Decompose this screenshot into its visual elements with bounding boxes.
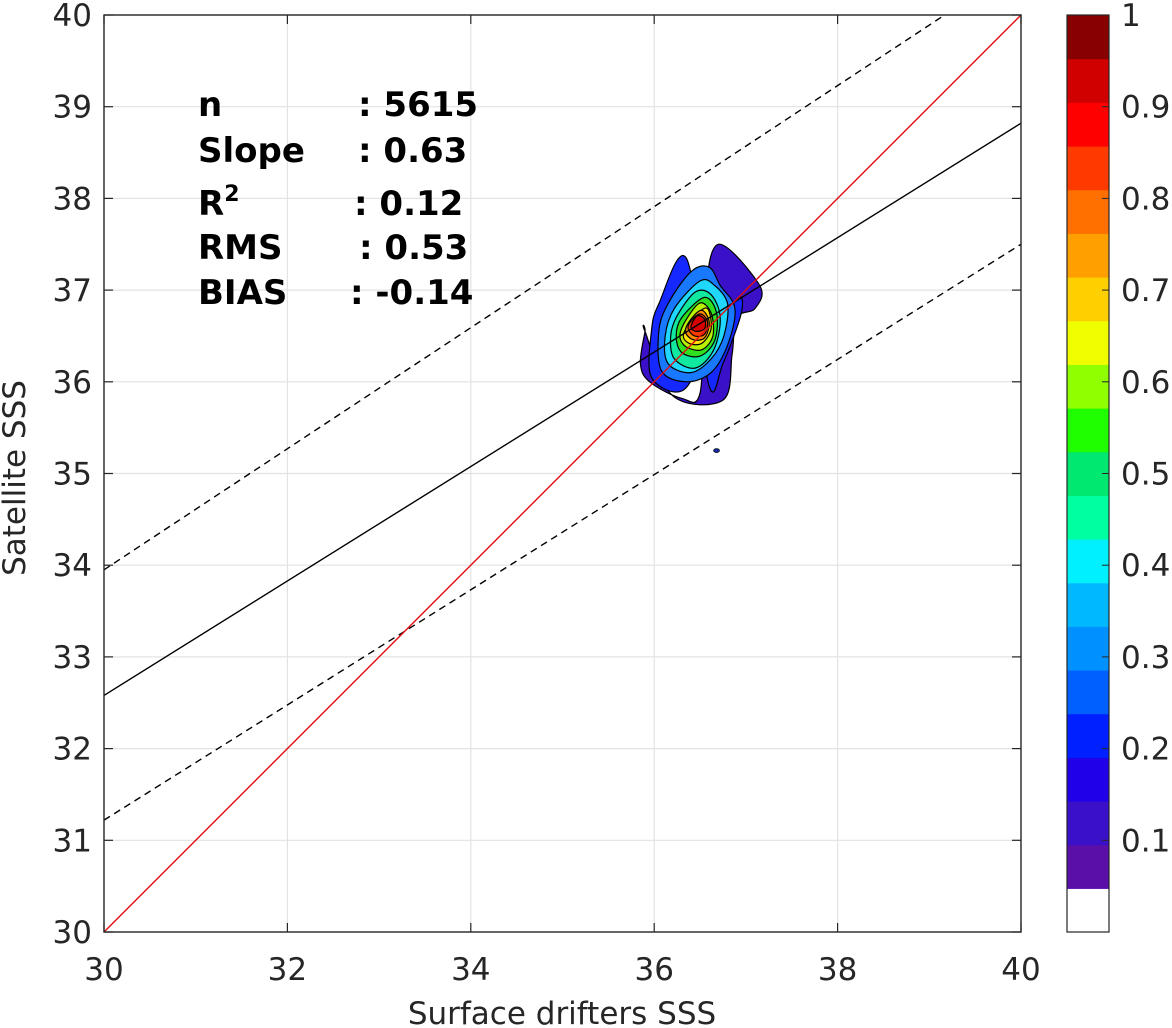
colorbar: 1 0.9 0.8 0.7 0.6 0.5 0.4 0.3 0.2 0.1 <box>1066 0 1170 933</box>
y-tick-label: 32 <box>53 732 92 768</box>
colorbar-segment <box>1067 670 1109 715</box>
y-tick-label: 36 <box>53 365 92 401</box>
colorbar-segment <box>1067 801 1109 846</box>
identity-line <box>104 15 1021 932</box>
colorbar-segment <box>1067 320 1109 365</box>
x-tick-label: 38 <box>818 952 857 988</box>
stat-value: : 0.12 <box>354 184 463 224</box>
stat-value: : 5615 <box>358 85 478 125</box>
colorbar-tick-label: 0.8 <box>1121 181 1170 217</box>
y-tick-label: 39 <box>53 90 92 126</box>
colorbar-segment <box>1067 189 1109 234</box>
stat-label: n <box>198 85 222 125</box>
colorbar-segment <box>1067 844 1109 889</box>
stat-value: : 0.53 <box>359 228 468 268</box>
y-tick-label: 40 <box>53 0 92 34</box>
grid-lines <box>103 14 1022 933</box>
colorbar-segment <box>1067 888 1109 933</box>
y-tick-label: 30 <box>53 915 92 951</box>
reference-lines <box>104 15 1021 932</box>
colorbar-tick-label: 1 <box>1121 0 1141 34</box>
x-tick-label: 40 <box>1001 952 1040 988</box>
colorbar-segment <box>1067 408 1109 453</box>
colorbar-segment <box>1067 15 1109 60</box>
colorbar-segment <box>1067 713 1109 758</box>
regression-line <box>104 122 1021 697</box>
colorbar-segment <box>1067 364 1109 409</box>
colorbar-tick-label: 0.5 <box>1121 457 1170 493</box>
y-tick-label: 35 <box>53 457 92 493</box>
x-tick-label: 30 <box>84 952 123 988</box>
x-tick-label: 32 <box>268 952 307 988</box>
stat-label: Slope <box>198 131 305 171</box>
x-axis-label: Surface drifters SSS <box>408 996 716 1028</box>
colorbar-segment <box>1067 233 1109 278</box>
colorbar-segment <box>1067 539 1109 584</box>
colorbar-segment <box>1067 58 1109 103</box>
colorbar-tick-label: 0.6 <box>1121 365 1170 401</box>
colorbar-segment <box>1067 102 1109 147</box>
colorbar-segment <box>1067 146 1109 191</box>
colorbar-tick-label: 0.7 <box>1121 273 1170 309</box>
y-tick-label: 33 <box>53 640 92 676</box>
colorbar-segment <box>1067 626 1109 671</box>
density-contours <box>639 243 763 453</box>
colorbar-segment <box>1067 277 1109 322</box>
colorbar-tick-label: 0.2 <box>1121 732 1170 768</box>
y-tick-label: 34 <box>53 548 92 584</box>
stat-label: RMS <box>198 228 283 268</box>
y-tick-label: 37 <box>53 273 92 309</box>
stat-value: : 0.63 <box>358 131 467 171</box>
stat-label: BIAS <box>198 273 287 313</box>
tick-labels: 30 32 34 36 38 40 30 31 32 33 34 35 36 37 38 39 40 <box>53 0 1041 988</box>
colorbar-tick-label: 0.1 <box>1121 823 1170 859</box>
axes-frame <box>103 14 1022 933</box>
y-axis-label: Satellite SSS <box>0 380 33 576</box>
colorbar-tick-label: 0.4 <box>1121 548 1170 584</box>
colorbar-segment <box>1067 582 1109 627</box>
colorbar-segment <box>1067 495 1109 540</box>
stat-value: : -0.14 <box>350 273 473 313</box>
x-tick-label: 34 <box>451 952 490 988</box>
x-tick-label: 36 <box>634 952 673 988</box>
outlier-point <box>713 448 720 453</box>
colorbar-tick-label: 0.3 <box>1121 640 1170 676</box>
colorbar-segment <box>1067 757 1109 802</box>
lower-bound-line <box>104 243 1021 821</box>
colorbar-tick-label: 0.9 <box>1121 90 1170 126</box>
upper-bound-line <box>104 15 946 571</box>
y-tick-label: 31 <box>53 823 92 859</box>
y-tick-label: 38 <box>53 181 92 217</box>
